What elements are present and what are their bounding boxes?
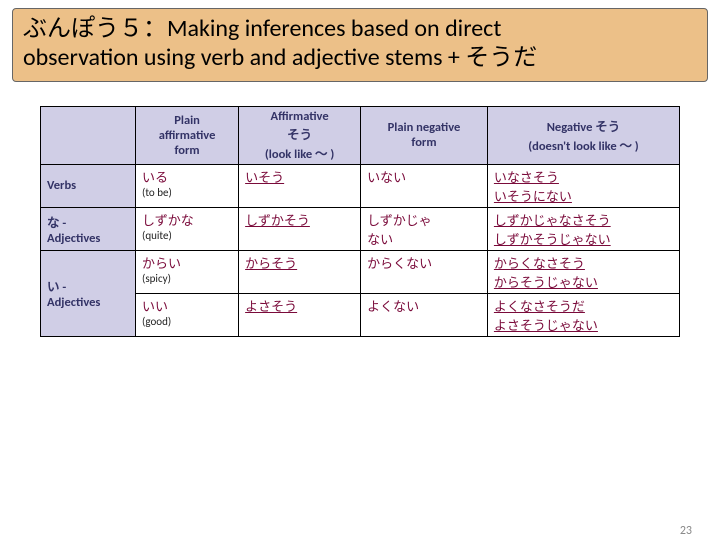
cell: からくなさそう からそうじゃない [487,250,679,293]
col-header-empty [41,106,136,164]
grammar-table: Plain affirmative form Affirmative そう (l… [40,106,680,337]
jp-text: しずかじゃなさそう [494,210,673,229]
jp-text: しずかそうじゃない [494,229,673,248]
col-header-plain-affirmative: Plain affirmative form [136,106,239,164]
en-gloss: (quite) [142,229,232,242]
cell: しずかじゃなさそう しずかそうじゃない [487,207,679,250]
title-line-1: ぶんぽう５：Making inferences based on direct [23,15,697,44]
cell: いなさそう いそうにない [487,164,679,207]
jp-text: よくない [367,299,419,314]
cell: いい (good) [136,293,239,336]
jp-text: いる [142,167,232,186]
col-header-plain-negative: Plain negative form [361,106,488,164]
cell: よくなさそうだ よさそうじゃない [487,293,679,336]
table-header-row: Plain affirmative form Affirmative そう (l… [41,106,680,164]
cell: よくない [361,293,488,336]
col-header-negative-sou: Negative そう (doesn't look like ～ ) [487,106,679,164]
en-gloss: (spicy) [142,272,232,285]
jp-text: よさそうじゃない [494,315,673,334]
row-head-verbs: Verbs [41,164,136,207]
cell: からい (spicy) [136,250,239,293]
cell: しずかそう [239,207,361,250]
table-row: いい (good) よさそう よくない よくなさそうだ よさそうじゃない [41,293,680,336]
jp-text: からそうじゃない [494,272,673,291]
jp-text: よさそう [245,299,297,314]
cell: しずかじゃ ない [361,207,488,250]
jp-text: いそうにない [494,186,673,205]
en-gloss: (to be) [142,186,232,199]
jp-text: よくなさそうだ [494,296,673,315]
cell: いる (to be) [136,164,239,207]
jp-text: からくない [367,256,432,271]
jp-text: しずかそう [245,213,310,228]
cell: からそう [239,250,361,293]
jp-text: からくなさそう [494,253,673,272]
title-line-2: observation using verb and adjective ste… [23,44,697,73]
row-head-na-adj: な - Adjectives [41,207,136,250]
col-header-affirmative-sou: Affirmative そう (look like ～ ) [239,106,361,164]
page-number: 23 [680,524,692,538]
en-gloss: (good) [142,315,232,328]
cell: いそう [239,164,361,207]
jp-text: しずかじゃ [367,210,481,229]
cell: よさそう [239,293,361,336]
jp-text: からそう [245,256,297,271]
table-row: な - Adjectives しずかな (quite) しずかそう しずかじゃ … [41,207,680,250]
jp-text: からい [142,253,232,272]
jp-text: いそう [245,170,284,185]
jp-text: いい [142,296,232,315]
cell: からくない [361,250,488,293]
row-head-i-adj: い - Adjectives [41,250,136,336]
cell: しずかな (quite) [136,207,239,250]
title-box: ぶんぽう５：Making inferences based on direct … [12,8,708,82]
table-row: い - Adjectives からい (spicy) からそう からくない から… [41,250,680,293]
jp-text: いなさそう [494,167,673,186]
jp-text: いない [367,170,406,185]
jp-text: ない [367,229,481,248]
table-row: Verbs いる (to be) いそう いない いなさそう いそうにない [41,164,680,207]
cell: いない [361,164,488,207]
grammar-table-wrap: Plain affirmative form Affirmative そう (l… [0,82,720,337]
jp-text: しずかな [142,210,232,229]
